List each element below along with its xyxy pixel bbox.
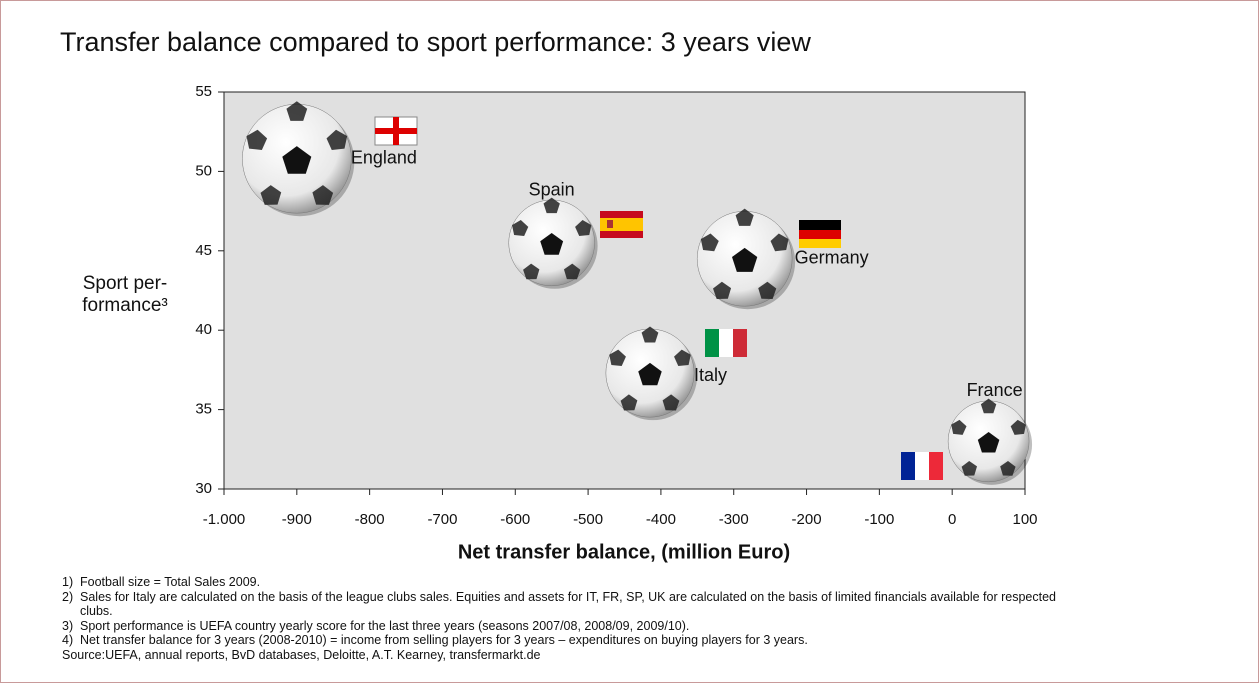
flag-france bbox=[901, 452, 943, 480]
ball-patch bbox=[641, 326, 659, 343]
ball-patch bbox=[312, 185, 334, 205]
ball-patch bbox=[977, 432, 1000, 453]
y-tick-label: 55 bbox=[195, 83, 212, 100]
ball-patch bbox=[260, 185, 282, 205]
chart: Transfer balance compared to sport perfo… bbox=[60, 27, 1038, 563]
x-tick-label: -100 bbox=[864, 511, 894, 528]
x-tick-label: -1.000 bbox=[203, 511, 246, 528]
ball-patch bbox=[282, 146, 312, 174]
ball-patch bbox=[961, 460, 978, 476]
x-tick-label: 100 bbox=[1012, 511, 1037, 528]
bubble-label: Germany bbox=[795, 247, 869, 267]
footnote-number: 1) bbox=[62, 575, 74, 589]
ball-patch bbox=[662, 394, 680, 411]
ball-patch bbox=[1000, 460, 1016, 476]
footnote-number: 2) bbox=[62, 589, 74, 604]
flag-england bbox=[374, 116, 418, 146]
footnote-number: 4) bbox=[62, 633, 74, 647]
ball-patch bbox=[540, 232, 564, 255]
y-axis-label: Sport per- bbox=[83, 273, 167, 294]
ball-patch bbox=[326, 129, 348, 151]
bubble-label: Spain bbox=[529, 180, 575, 200]
x-tick-label: -400 bbox=[646, 511, 676, 528]
y-tick-label: 45 bbox=[195, 242, 212, 259]
footnote-text: Net transfer balance for 3 years (2008-2… bbox=[80, 633, 808, 647]
y-tick-label: 30 bbox=[195, 480, 212, 497]
ball-patch bbox=[951, 419, 967, 435]
x-tick-label: -300 bbox=[719, 511, 749, 528]
bubble bbox=[605, 326, 698, 421]
footnote-text: Football size = Total Sales 2009. bbox=[80, 575, 261, 589]
y-tick-label: 35 bbox=[195, 401, 212, 418]
ball-patch bbox=[700, 233, 719, 252]
bubble bbox=[947, 398, 1033, 485]
footnote-number: 3) bbox=[62, 618, 74, 633]
footnote: 2) Sales for Italy are calculated on the … bbox=[62, 590, 1072, 619]
ball-patch bbox=[523, 263, 540, 280]
ball-patch bbox=[980, 398, 997, 414]
ball-patch bbox=[758, 281, 777, 300]
footnote: 3) Sport performance is UEFA country year… bbox=[62, 619, 1072, 634]
bubble bbox=[508, 197, 598, 289]
x-tick-label: -900 bbox=[282, 511, 312, 528]
bubble-label: England bbox=[351, 147, 417, 167]
ball-patch bbox=[1010, 419, 1026, 435]
footnote-text: Sport performance is UEFA country yearly… bbox=[80, 618, 690, 633]
y-tick-label: 50 bbox=[195, 162, 212, 179]
ball-patch bbox=[575, 220, 592, 237]
x-tick-label: -800 bbox=[355, 511, 385, 528]
bubble-label: France bbox=[967, 380, 1023, 400]
flag-germany bbox=[799, 220, 841, 248]
bubble bbox=[242, 101, 355, 217]
ball-patch bbox=[512, 220, 529, 237]
ball-patch bbox=[638, 362, 662, 386]
ball-patch bbox=[674, 349, 691, 367]
ball-patch bbox=[713, 281, 732, 300]
ball-patch bbox=[732, 247, 758, 272]
x-axis-label: Net transfer balance, (million Euro) bbox=[458, 541, 790, 563]
x-tick-label: -700 bbox=[427, 511, 457, 528]
y-tick-label: 40 bbox=[195, 321, 212, 338]
x-tick-label: -500 bbox=[573, 511, 603, 528]
chart-title: Transfer balance compared to sport perfo… bbox=[60, 27, 811, 57]
ball-patch bbox=[609, 349, 626, 367]
flag-spain bbox=[600, 211, 643, 238]
bubble bbox=[696, 208, 796, 310]
flag-italy bbox=[705, 329, 747, 357]
footnotes: 1) Football size = Total Sales 2009. 2) Sal… bbox=[62, 575, 1072, 662]
x-tick-label: -200 bbox=[792, 511, 822, 528]
bubble-label: Italy bbox=[694, 365, 727, 385]
source: Source:UEFA, annual reports, BvD databas… bbox=[62, 647, 541, 662]
ball-patch bbox=[620, 394, 638, 411]
ball-patch bbox=[286, 101, 308, 121]
x-tick-label: 0 bbox=[948, 511, 956, 528]
ball-patch bbox=[543, 197, 560, 214]
ball-patch bbox=[563, 263, 581, 280]
plot-area bbox=[223, 91, 1026, 490]
ball-patch bbox=[735, 208, 754, 226]
footnote: 4) Net transfer balance for 3 years (2008… bbox=[62, 633, 1072, 648]
ball-patch bbox=[770, 233, 789, 252]
footnote-text: Sales for Italy are calculated on the ba… bbox=[80, 589, 1056, 619]
x-tick-label: -600 bbox=[500, 511, 530, 528]
footnote: 1) Football size = Total Sales 2009. bbox=[62, 575, 1072, 590]
ball-patch bbox=[246, 129, 268, 151]
y-axis-label: formance³ bbox=[82, 295, 168, 316]
